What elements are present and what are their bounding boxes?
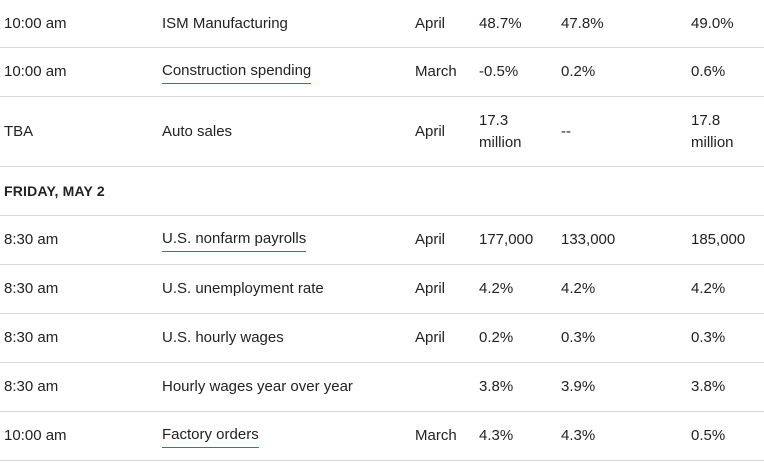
actual-cell: 4.2%	[479, 280, 514, 297]
time-cell: TBA	[4, 122, 34, 140]
day-heading: FRIDAY, MAY 2	[4, 183, 105, 199]
time-cell: 8:30 am	[4, 329, 59, 346]
period-cell: March	[415, 427, 457, 444]
event-link[interactable]: U.S. nonfarm payrolls	[162, 228, 307, 252]
time-cell: 8:30 am	[4, 280, 59, 297]
time-cell: 8:30 am	[4, 378, 59, 395]
economic-calendar-table: 10:00 am ISM Manufacturing April 48.7% 4…	[0, 0, 764, 461]
actual-cell: 0.2%	[479, 329, 514, 346]
table-row: 10:00 am Construction spending March -0.…	[0, 48, 764, 97]
forecast-cell: --	[561, 122, 571, 140]
event-name: U.S. hourly wages	[162, 329, 284, 346]
event-name: Hourly wages year over year	[162, 378, 353, 395]
forecast-cell: 47.8%	[561, 14, 604, 32]
period-cell: April	[415, 14, 446, 32]
previous-cell: 0.6%	[691, 63, 726, 80]
day-header-row: FRIDAY, MAY 2	[0, 167, 764, 216]
table-row: 8:30 am U.S. unemployment rate April 4.2…	[0, 265, 764, 314]
previous-cell: 185,000	[691, 231, 746, 248]
forecast-cell: 133,000	[561, 231, 616, 248]
time-cell: 10:00 am	[4, 427, 67, 444]
previous-cell: 0.5%	[691, 427, 726, 444]
actual-cell: 4.3%	[479, 427, 514, 444]
actual-cell: -0.5%	[479, 63, 519, 80]
event-name: U.S. unemployment rate	[162, 280, 324, 297]
forecast-cell: 3.9%	[561, 378, 596, 395]
previous-cell: 3.8%	[691, 378, 726, 395]
forecast-cell: 0.3%	[561, 329, 596, 346]
period-cell: March	[415, 63, 457, 80]
table-row: 8:30 am U.S. hourly wages April 0.2% 0.3…	[0, 314, 764, 363]
event-name: Auto sales	[162, 122, 233, 140]
period-cell: April	[415, 122, 446, 140]
previous-cell: 4.2%	[691, 280, 726, 297]
event-link[interactable]: Construction spending	[162, 60, 312, 84]
table-row: TBA Auto sales April 17.3 million -- 17.…	[0, 97, 764, 167]
table-row: 8:30 am Hourly wages year over year 3.8%…	[0, 363, 764, 412]
period-cell: April	[415, 280, 446, 297]
previous-cell: 0.3%	[691, 329, 726, 346]
previous-cell: 49.0%	[691, 14, 734, 32]
table-row: 8:30 am U.S. nonfarm payrolls April 177,…	[0, 216, 764, 265]
table-row: 10:00 am Factory orders March 4.3% 4.3% …	[0, 412, 764, 461]
event-name: ISM Manufacturing	[162, 14, 288, 32]
forecast-cell: 0.2%	[561, 63, 596, 80]
table-row: 10:00 am ISM Manufacturing April 48.7% 4…	[0, 0, 764, 48]
time-cell: 10:00 am	[4, 14, 67, 32]
period-cell: April	[415, 231, 446, 248]
previous-cell: 17.8 million	[691, 111, 734, 151]
event-link[interactable]: Factory orders	[162, 424, 259, 448]
actual-cell: 3.8%	[479, 378, 514, 395]
actual-cell: 48.7%	[479, 14, 522, 32]
time-cell: 10:00 am	[4, 63, 67, 80]
time-cell: 8:30 am	[4, 231, 59, 248]
actual-cell: 17.3 million	[479, 111, 522, 151]
forecast-cell: 4.3%	[561, 427, 596, 444]
actual-cell: 177,000	[479, 231, 534, 248]
forecast-cell: 4.2%	[561, 280, 596, 297]
period-cell: April	[415, 329, 446, 346]
